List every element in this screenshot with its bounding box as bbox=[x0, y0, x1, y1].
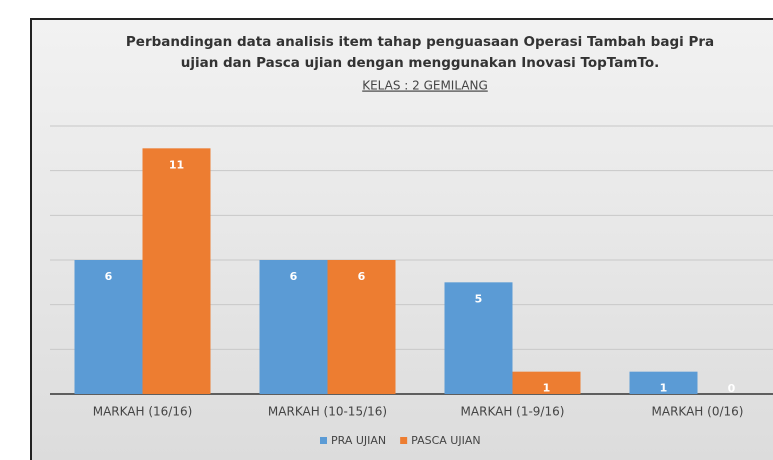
data-label: 1 bbox=[660, 382, 668, 395]
legend-label: PASCA UJIAN bbox=[411, 434, 480, 447]
chart-title: Perbandingan data analisis item tahap pe… bbox=[126, 34, 714, 50]
x-tick-label: MARKAH (10-15/16) bbox=[268, 405, 387, 419]
bar bbox=[327, 260, 396, 394]
x-tick-label: MARKAH (1-9/16) bbox=[461, 405, 565, 419]
data-label: 6 bbox=[358, 270, 366, 283]
bar bbox=[142, 148, 211, 394]
x-tick-label: MARKAH (0/16) bbox=[652, 405, 744, 419]
x-tick-label: MARKAH (16/16) bbox=[93, 405, 193, 419]
legend-swatch bbox=[320, 437, 327, 444]
bar bbox=[74, 260, 143, 394]
data-label: 6 bbox=[105, 270, 113, 283]
data-label: 1 bbox=[543, 382, 551, 395]
data-label: 0 bbox=[728, 382, 736, 395]
data-label: 6 bbox=[290, 270, 298, 283]
chart-title: ujian dan Pasca ujian dengan menggunakan… bbox=[181, 55, 660, 71]
bar bbox=[629, 371, 698, 394]
legend-label: PRA UJIAN bbox=[331, 434, 386, 447]
legend-swatch bbox=[400, 437, 408, 444]
data-label: 11 bbox=[169, 158, 184, 171]
bar bbox=[512, 371, 581, 394]
chart-subtitle: KELAS : 2 GEMILANG bbox=[362, 79, 488, 93]
bar bbox=[444, 282, 513, 394]
data-label: 5 bbox=[475, 292, 483, 305]
bar bbox=[259, 260, 328, 394]
